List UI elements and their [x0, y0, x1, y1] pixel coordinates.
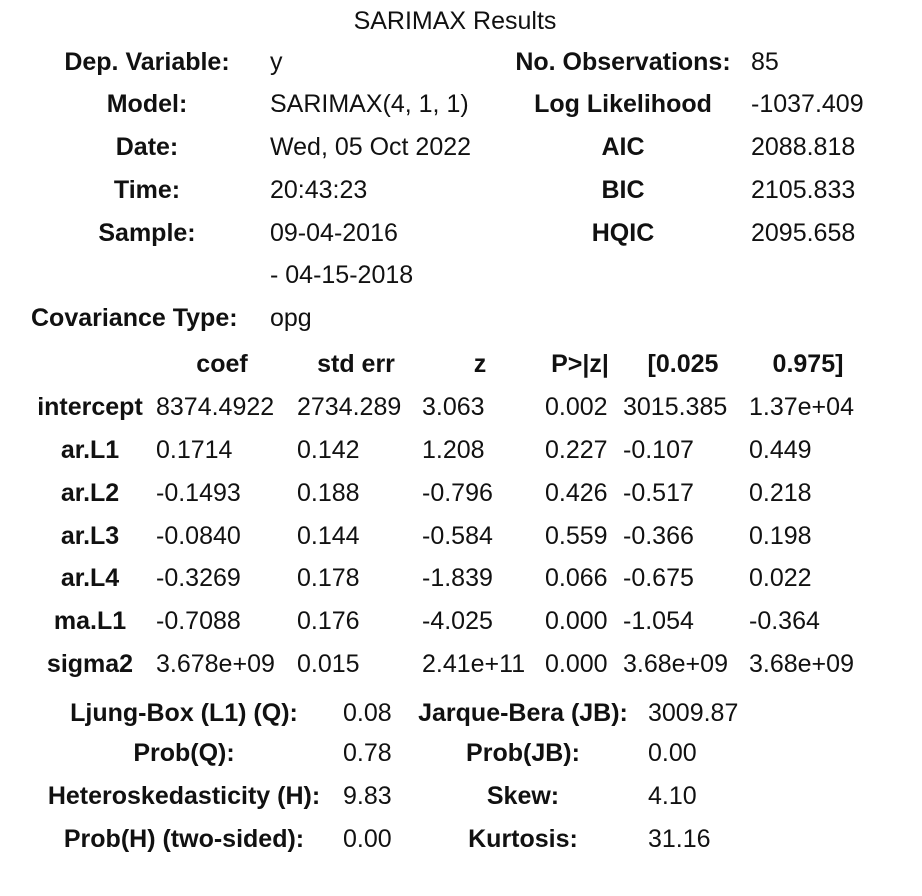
coef-cell-lo: 3015.385 — [623, 393, 728, 421]
skew-value: 4.10 — [648, 782, 697, 810]
coef-cell-lo: -0.675 — [623, 564, 694, 592]
ljung-box-label: Ljung-Box (L1) (Q): — [70, 699, 298, 727]
coef-cell-z: -1.839 — [422, 564, 493, 592]
coef-cell-lo: -0.107 — [623, 436, 694, 464]
coef-cell-p: 0.426 — [545, 479, 608, 507]
coef-cell-coef: -0.3269 — [156, 564, 241, 592]
prob-jb-value: 0.00 — [648, 739, 697, 767]
coef-cell-coef: -0.0840 — [156, 522, 241, 550]
prob-q-value: 0.78 — [343, 739, 392, 767]
coef-cell-p: 0.559 — [545, 522, 608, 550]
coef-header: coef — [196, 350, 248, 378]
coef-cell-hi: 0.449 — [749, 436, 812, 464]
coef-cell-std-err: 0.178 — [297, 564, 360, 592]
coef-cell-std-err: 0.144 — [297, 522, 360, 550]
coef-cell-p: 0.000 — [545, 650, 608, 678]
coef-cell-std-err: 0.188 — [297, 479, 360, 507]
prob-jb-label: Prob(JB): — [466, 739, 580, 767]
coef-cell-lo: -1.054 — [623, 607, 694, 635]
coef-row-name: ar.L4 — [60, 564, 120, 592]
coef-row-name: sigma2 — [46, 650, 134, 678]
heteroskedasticity-label: Heteroskedasticity (H): — [47, 782, 321, 810]
coef-cell-p: 0.002 — [545, 393, 608, 421]
coef-cell-coef: 3.678e+09 — [156, 650, 275, 678]
coef-cell-hi: 0.218 — [749, 479, 812, 507]
prob-q-label: Prob(Q): — [133, 739, 235, 767]
coef-cell-z: -0.584 — [422, 522, 493, 550]
dep-variable-value: y — [270, 48, 283, 76]
coef-cell-lo: -0.366 — [623, 522, 694, 550]
hqic-value: 2095.658 — [751, 219, 856, 247]
covariance-label: Covariance Type: — [31, 304, 238, 332]
nobs-value: 85 — [751, 48, 779, 76]
time-value: 20:43:23 — [270, 176, 368, 204]
coef-row-name: ma.L1 — [53, 607, 127, 635]
jarque-bera-label: Jarque-Bera (JB): — [418, 699, 628, 727]
coef-cell-coef: -0.7088 — [156, 607, 241, 635]
aic-label: AIC — [601, 133, 645, 161]
dep-variable-label: Dep. Variable: — [64, 48, 230, 76]
hqic-label: HQIC — [591, 219, 655, 247]
coef-cell-p: 0.066 — [545, 564, 608, 592]
sample-value-end: - 04-15-2018 — [270, 261, 414, 289]
date-label: Date: — [115, 133, 179, 161]
coef-cell-hi: 1.37e+04 — [749, 393, 854, 421]
bic-label: BIC — [601, 176, 645, 204]
heteroskedasticity-value: 9.83 — [343, 782, 392, 810]
coef-cell-hi: 0.022 — [749, 564, 812, 592]
aic-value: 2088.818 — [751, 133, 856, 161]
time-label: Time: — [113, 176, 181, 204]
coef-cell-lo: 3.68e+09 — [623, 650, 728, 678]
coef-cell-coef: -0.1493 — [156, 479, 241, 507]
coef-header: P>|z| — [551, 350, 609, 378]
loglik-value: -1037.409 — [751, 90, 864, 118]
date-value: Wed, 05 Oct 2022 — [270, 133, 472, 161]
kurtosis-value: 31.16 — [648, 825, 711, 853]
ljung-box-value: 0.08 — [343, 699, 392, 727]
coef-cell-z: -0.796 — [422, 479, 493, 507]
coef-cell-hi: 0.198 — [749, 522, 812, 550]
coef-cell-std-err: 0.015 — [297, 650, 360, 678]
sample-label: Sample: — [98, 219, 196, 247]
coef-header: [0.025 — [647, 350, 719, 378]
coef-cell-z: 2.41e+11 — [422, 650, 526, 678]
nobs-label: No. Observations: — [515, 48, 731, 76]
table-title: SARIMAX Results — [353, 7, 557, 35]
coef-row-name: intercept — [37, 393, 143, 421]
coef-header: std err — [317, 350, 395, 378]
coef-cell-std-err: 0.142 — [297, 436, 360, 464]
loglik-label: Log Likelihood — [534, 90, 712, 118]
coef-cell-coef: 8374.4922 — [156, 393, 275, 421]
coef-row-name: ar.L3 — [60, 522, 120, 550]
bic-value: 2105.833 — [751, 176, 856, 204]
coef-cell-z: 3.063 — [422, 393, 485, 421]
coef-cell-hi: -0.364 — [749, 607, 820, 635]
jarque-bera-value: 3009.87 — [648, 699, 739, 727]
coef-cell-p: 0.227 — [545, 436, 608, 464]
coef-header: z — [473, 350, 487, 378]
covariance-value: opg — [270, 304, 312, 332]
coef-cell-std-err: 2734.289 — [297, 393, 402, 421]
prob-h-label: Prob(H) (two-sided): — [63, 825, 305, 853]
kurtosis-label: Kurtosis: — [468, 825, 578, 853]
model-label: Model: — [106, 90, 188, 118]
coef-row-name: ar.L1 — [60, 436, 120, 464]
sample-value-start: 09-04-2016 — [270, 219, 398, 247]
coef-cell-lo: -0.517 — [623, 479, 694, 507]
coef-cell-std-err: 0.176 — [297, 607, 360, 635]
coef-cell-z: 1.208 — [422, 436, 485, 464]
coef-row-name: ar.L2 — [60, 479, 120, 507]
coef-cell-z: -4.025 — [422, 607, 493, 635]
skew-label: Skew: — [486, 782, 560, 810]
model-value: SARIMAX(4, 1, 1) — [270, 90, 469, 118]
coef-cell-hi: 3.68e+09 — [749, 650, 854, 678]
prob-h-value: 0.00 — [343, 825, 392, 853]
coef-cell-coef: 0.1714 — [156, 436, 233, 464]
coef-cell-p: 0.000 — [545, 607, 608, 635]
coef-header: 0.975] — [772, 350, 844, 378]
